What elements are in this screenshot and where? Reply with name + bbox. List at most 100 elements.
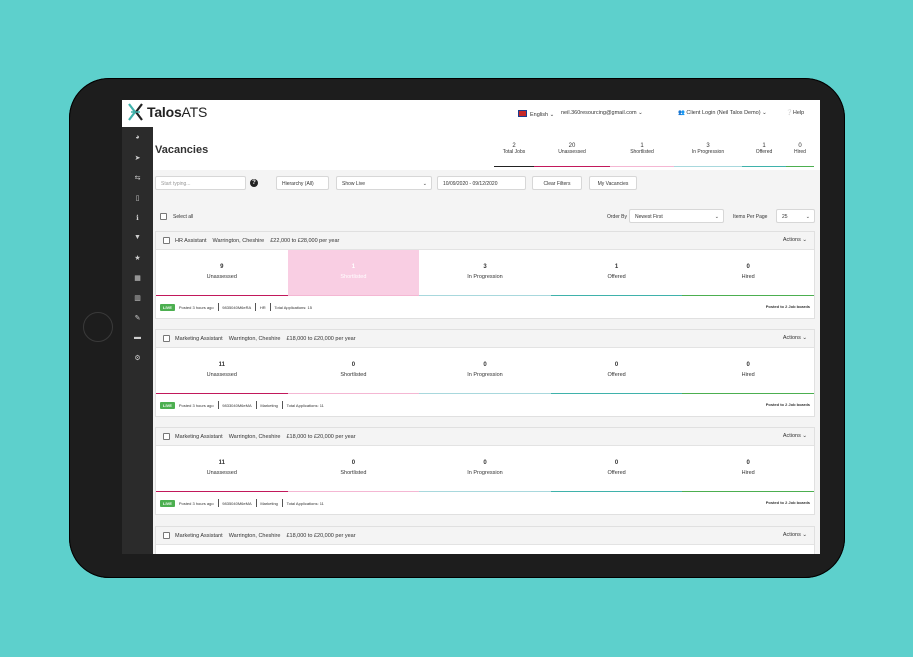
dashboard-icon[interactable]: ◕ [135,134,140,141]
edit-icon[interactable]: ✎ [134,314,141,322]
help-link[interactable]: ❔Help [786,110,804,116]
select-all[interactable]: Select all [160,213,193,220]
stage-shortlisted[interactable]: 0 Shortlisted [287,348,420,394]
posted-time: Posted 3 hours ago [178,402,214,408]
vacancy-title[interactable]: Marketing Assistant [175,335,223,342]
vacancy-checkbox[interactable] [163,335,170,342]
vacancy-title[interactable]: Marketing Assistant [175,433,223,440]
actions-menu[interactable]: Actions ⌄ [783,335,807,341]
chart-icon[interactable]: ▥ [134,294,141,302]
bookmark-icon[interactable]: ▼ [134,234,141,241]
stage-label: In Progression [467,274,503,280]
chevron-down-icon: ⌄ [805,214,810,220]
vacancy-checkbox[interactable] [163,433,170,440]
stage-count: 0 [614,362,619,368]
vacancy-header: Marketing Assistant Warrington, Cheshire… [156,428,814,446]
items-per-page-select[interactable]: 25 ⌄ [776,209,815,223]
stage-offered[interactable]: 1 Offered [550,250,683,296]
clear-filters-button[interactable]: Clear Filters [532,176,582,190]
total-applications: Total Applications: 11 [286,402,324,408]
stage-in-progression[interactable]: 0 In Progression [419,348,551,394]
transfer-icon[interactable]: ⇆ [134,174,141,182]
stage-unassessed[interactable]: 11 Unassessed [156,348,288,394]
stage-unassessed[interactable]: 9 Unassessed [156,250,288,296]
top-bar: TalosATS English ⌄ neil.360resourcing@gm… [122,100,820,128]
send-icon[interactable]: ➤ [134,154,141,162]
date-range-input[interactable]: 10/09/2020 - 09/12/2020 [437,176,526,190]
stat-value: 20 [568,143,576,149]
stage-in-progression[interactable]: 0 In Progression [419,446,551,492]
stat-hired[interactable]: 0 Hired [786,143,814,167]
chevron-down-icon: ⌄ [802,433,807,439]
vacancy-card: HR Assistant Warrington, Cheshire £22,00… [155,231,815,319]
app-logo[interactable]: TalosATS [128,103,207,121]
card-icon[interactable]: ▬ [134,334,141,341]
vacancy-title-row: Marketing Assistant Warrington, Cheshire… [163,335,362,342]
order-by-select[interactable]: Newest First ⌄ [629,209,724,223]
job-boards-link[interactable]: Posted to 2 Job boards [765,402,810,407]
stage-in-progression[interactable]: 3 In Progression [419,250,551,296]
select-all-checkbox[interactable] [160,213,167,220]
show-filter-value: Show Live [342,181,366,187]
stat-offered[interactable]: 1 Offered [742,143,786,167]
settings-icon[interactable]: ⚙ [134,354,141,362]
stat-label: Shortlisted [630,149,654,155]
stage-hired[interactable]: 0 Hired [682,446,814,492]
stage-hired[interactable]: 0 Hired [682,250,814,296]
language-selector[interactable]: English ⌄ [518,110,554,118]
stage-unassessed[interactable]: 11 Unassessed [156,446,288,492]
stat-shortlisted[interactable]: 1 Shortlisted [610,143,674,167]
job-boards-link[interactable]: Posted to 2 Job boards [765,500,810,505]
stage-count: 0 [351,362,356,368]
stat-total-jobs[interactable]: 2 Total Jobs [494,143,534,167]
vacancy-salary: £22,000 to £28,000 per year [270,237,340,244]
info-icon[interactable]: ℹ [136,214,139,222]
stage-offered[interactable]: 0 Offered [550,348,683,394]
actions-menu[interactable]: Actions ⌄ [783,237,807,243]
calendar-icon[interactable]: ▦ [134,274,141,282]
stage-bar [682,294,814,296]
vacancy-title[interactable]: Marketing Assistant [175,532,223,539]
vacancy-department: HR [259,304,266,310]
chevron-down-icon: ⌄ [802,335,807,341]
stage-label: Offered [607,372,626,378]
account-menu[interactable]: neil.360resourcing@gmail.com ⌄ [561,110,643,116]
stage-label: Unassessed [206,372,237,378]
actions-label: Actions [782,433,801,439]
job-boards-link[interactable]: Posted to 2 Job boards [765,304,810,309]
select-all-label: Select all [173,213,194,220]
stat-label: In Progression [691,149,725,155]
star-icon[interactable]: ★ [134,254,141,262]
stage-count: 0 [746,264,750,270]
home-button[interactable] [83,312,113,342]
status-badge: LIVE [160,303,175,311]
help-question-icon[interactable]: ? [250,179,258,187]
stat-bar [742,165,786,167]
stage-bar [419,392,551,394]
actions-menu[interactable]: Actions ⌄ [783,532,807,538]
stage-shortlisted[interactable]: 0 Shortlisted [287,446,420,492]
stage-shortlisted[interactable]: 1 Shortlisted [287,250,420,296]
vacancy-checkbox[interactable] [163,532,170,539]
show-filter[interactable]: Show Live ⌄ [336,176,432,190]
items-per-page-label: Items Per Page [733,214,768,220]
stage-hired[interactable]: 0 Hired [682,348,814,394]
search-input[interactable]: Start typing... [155,176,246,190]
stat-label: Hired [794,149,806,155]
stage-offered[interactable]: 0 Offered [550,446,683,492]
stat-value: 1 [640,143,644,149]
stat-unassessed[interactable]: 20 Unassessed [534,143,610,167]
stat-in-progression[interactable]: 3 In Progression [674,143,742,167]
actions-menu[interactable]: Actions ⌄ [783,433,807,439]
posted-time: Posted 3 hours ago [178,500,214,506]
stage-bar [550,392,683,394]
pipeline-row: 9 Unassessed 1 Shortlisted 3 In Progression… [156,250,814,296]
stage-label: Hired [741,470,755,476]
vacancy-checkbox[interactable] [163,237,170,244]
hierarchy-filter[interactable]: Hierarchy (All) [276,176,329,190]
vacancy-title[interactable]: HR Assistant [175,237,207,244]
document-icon[interactable]: ▯ [135,194,140,202]
client-login-menu[interactable]: 👥 Client Login (Neil Talos Demo) ⌄ [678,110,767,116]
stage-bar [156,392,288,394]
my-vacancies-button[interactable]: My Vacancies [589,176,637,190]
